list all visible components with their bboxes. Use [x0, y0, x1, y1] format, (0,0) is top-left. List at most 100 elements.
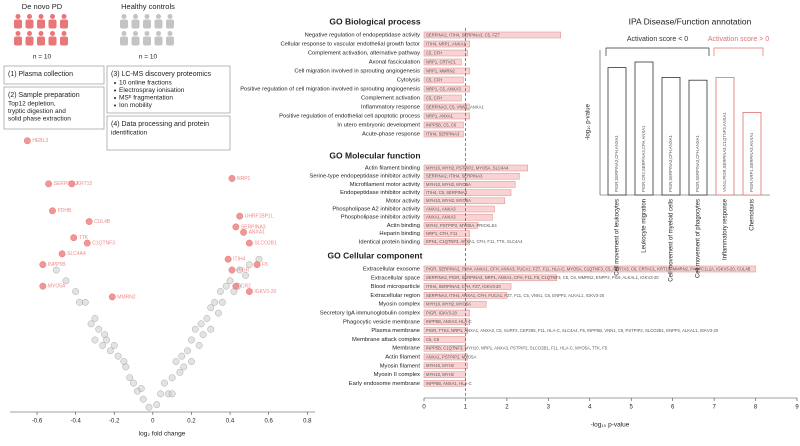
category-label: Motor activity [386, 198, 420, 204]
person-body [154, 19, 163, 29]
bar [423, 58, 462, 66]
category-label: Actin binding [387, 223, 420, 229]
point-label: IGKV3-20 [254, 289, 276, 295]
point [191, 325, 199, 333]
gene-list: ITIH4, SERPINA3, CFH, FZ7, IGKV3-20 [426, 284, 501, 289]
bar [423, 164, 528, 172]
point-label: TTK [79, 235, 89, 241]
point [91, 315, 99, 322]
point [106, 347, 114, 355]
person-body [25, 36, 34, 46]
gene-list: MYH10, MYH2 [426, 363, 455, 368]
point [157, 390, 164, 398]
person-body [166, 36, 174, 46]
point-label: SERPINA2 [54, 181, 79, 187]
section-title: GO Biological process [329, 16, 420, 26]
point [72, 288, 80, 295]
person-head [144, 31, 150, 36]
person-body [120, 19, 128, 29]
bar [423, 94, 462, 102]
ipa-title: IPA Disease/Function annotation [629, 16, 752, 26]
category-label: Identical protein binding [359, 239, 420, 245]
bar [423, 309, 470, 317]
point [253, 261, 261, 269]
bar [423, 121, 464, 129]
point [240, 228, 247, 236]
point [232, 282, 240, 290]
x-tick-label: -0.6 [32, 419, 43, 425]
category-label: Plasma membrane [371, 328, 420, 334]
point-label: SERPINA3 [241, 224, 266, 230]
point [226, 277, 234, 285]
point [95, 325, 103, 333]
gene-list: PIGR,SERPINA3,CFH,ANXA1 [668, 135, 673, 192]
category-label: Cell migration involved in sprouting ang… [294, 69, 420, 75]
point [87, 320, 95, 328]
step-title: (4) Data processing and protein [111, 121, 209, 128]
gene-list: ANXA1, ANXA3 [426, 206, 456, 211]
point [114, 352, 122, 360]
category-label: Heparin binding [379, 231, 420, 237]
section-title: GO Cellular component [328, 250, 423, 260]
x-tick-label: Chemotaxis [750, 199, 756, 231]
point [110, 341, 118, 349]
gene-list: PIGR,NRP1,SERPINA3,ANXA1 [749, 132, 754, 192]
person-head [61, 31, 67, 36]
point [108, 293, 116, 301]
point-label: SLCO2B1 [254, 240, 277, 246]
bar [423, 172, 520, 180]
bar [423, 265, 756, 273]
gene-list: ITIH4, C5, SERPINA3 [426, 190, 468, 195]
category-label: Extracellular region [370, 293, 420, 299]
category-label: Cytolysis [397, 78, 420, 84]
point [236, 266, 244, 274]
gene-list: MYH10, MYH2, MYO5A [426, 302, 471, 307]
point [91, 336, 99, 344]
bar [423, 362, 468, 370]
step-title: (3) LC-MS discovery proteomics [111, 71, 211, 78]
gene-list: NRP1, ANXA1 [426, 113, 454, 118]
gene-list: MYH10, MYH2, MYO5A [426, 182, 471, 187]
gene-list: VNN1,PIGR,SERPINA3,C1QTNF3,ANXA1 [722, 112, 727, 192]
category-label: Phospholipase inhibitor activity [341, 215, 420, 221]
gene-list: SERPINA2, PIGR, SERPINA3, NRP1, ANXA1, C… [426, 275, 659, 280]
x-tick-label: 5 [630, 405, 634, 411]
point [45, 180, 53, 188]
group-n: n = 10 [139, 54, 158, 61]
person-body [143, 19, 151, 29]
point [168, 374, 176, 382]
legend-bracket [605, 47, 710, 56]
x-tick-label: 3 [547, 405, 551, 411]
bar [423, 238, 470, 246]
bar [423, 31, 562, 39]
gene-list: ITIH4, SERPINA3 [426, 131, 460, 136]
category-label: Positive regulation of endothelial cell … [279, 114, 420, 120]
gene-list: SERPINA2, ITIH4, SERPINA3 [426, 174, 483, 179]
point [103, 336, 110, 344]
category-label: Serine-type endopeptidase inhibitor acti… [309, 174, 420, 180]
gene-list: MYH10, MYH2, PSTPIP2, MYO5A, SLC4A4 [426, 165, 509, 170]
point-label: HEBL3 [32, 138, 48, 144]
person-body [166, 19, 174, 29]
point-label: KRT15 [77, 181, 93, 187]
point-label: INPP5B [48, 262, 66, 268]
person-head [121, 31, 127, 36]
point-label: ITIH4 [233, 257, 245, 263]
point [49, 207, 56, 215]
point-label: NRP1 [237, 176, 251, 182]
x-tick-label: 7 [712, 405, 716, 411]
bullet [114, 82, 116, 84]
point-label: ANXA1 [249, 230, 266, 236]
point [130, 379, 137, 387]
bar [423, 318, 470, 326]
person-head [156, 14, 161, 19]
gene-list: C5, CFH [426, 95, 442, 100]
x-tick-label: 1 [464, 405, 468, 411]
point [62, 277, 70, 285]
bar [423, 76, 464, 84]
bar [423, 85, 470, 93]
point [184, 347, 191, 355]
category-label: Positive regulation of cell migration in… [240, 87, 420, 93]
point-label: PIGR [237, 267, 250, 273]
